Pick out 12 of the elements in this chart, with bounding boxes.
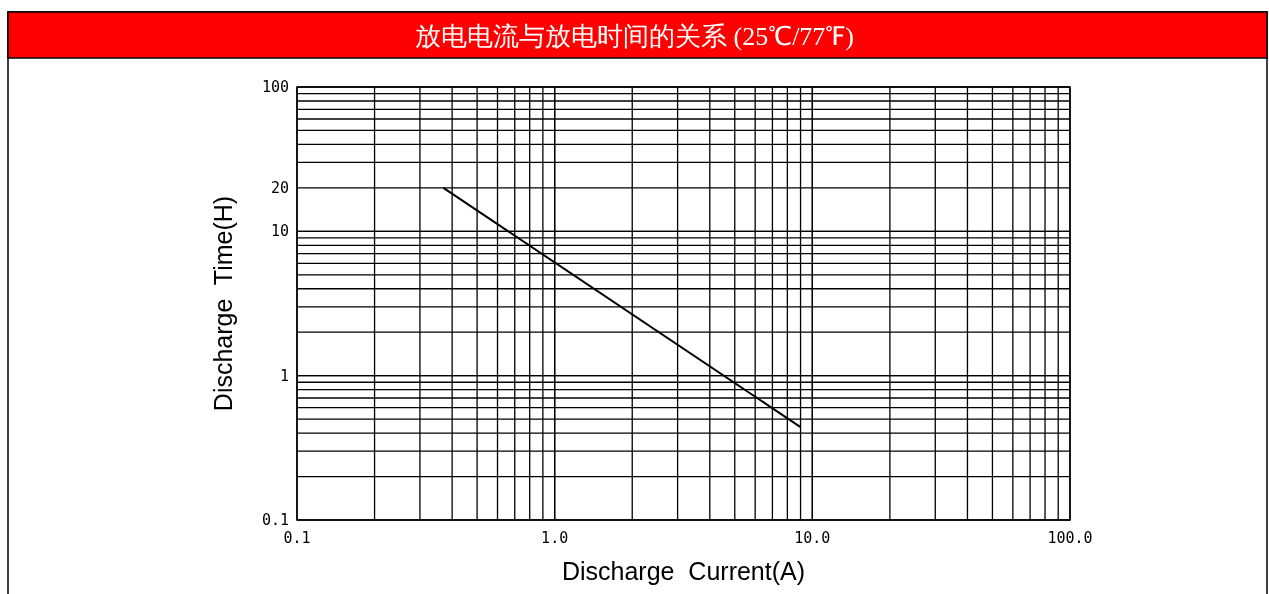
x-tick-label: 100.0 (1047, 529, 1093, 547)
y-tick-label: 100 (261, 78, 289, 96)
chart-title: 放电电流与放电时间的关系 (25℃/77℉) (414, 22, 855, 51)
x-axis-title: Discharge Current(A) (561, 557, 806, 585)
y-axis-title: Discharge Time(H) (209, 195, 237, 412)
x-tick-label: 0.1 (283, 529, 311, 547)
x-tick-label: 1.0 (541, 529, 569, 547)
y-tick-label: 1 (279, 366, 289, 385)
x-tick-label: 10.0 (794, 529, 831, 547)
y-tick-label: 0.1 (261, 511, 289, 529)
y-tick-label: 10 (270, 222, 289, 241)
y-tick-label: 20 (270, 178, 289, 197)
